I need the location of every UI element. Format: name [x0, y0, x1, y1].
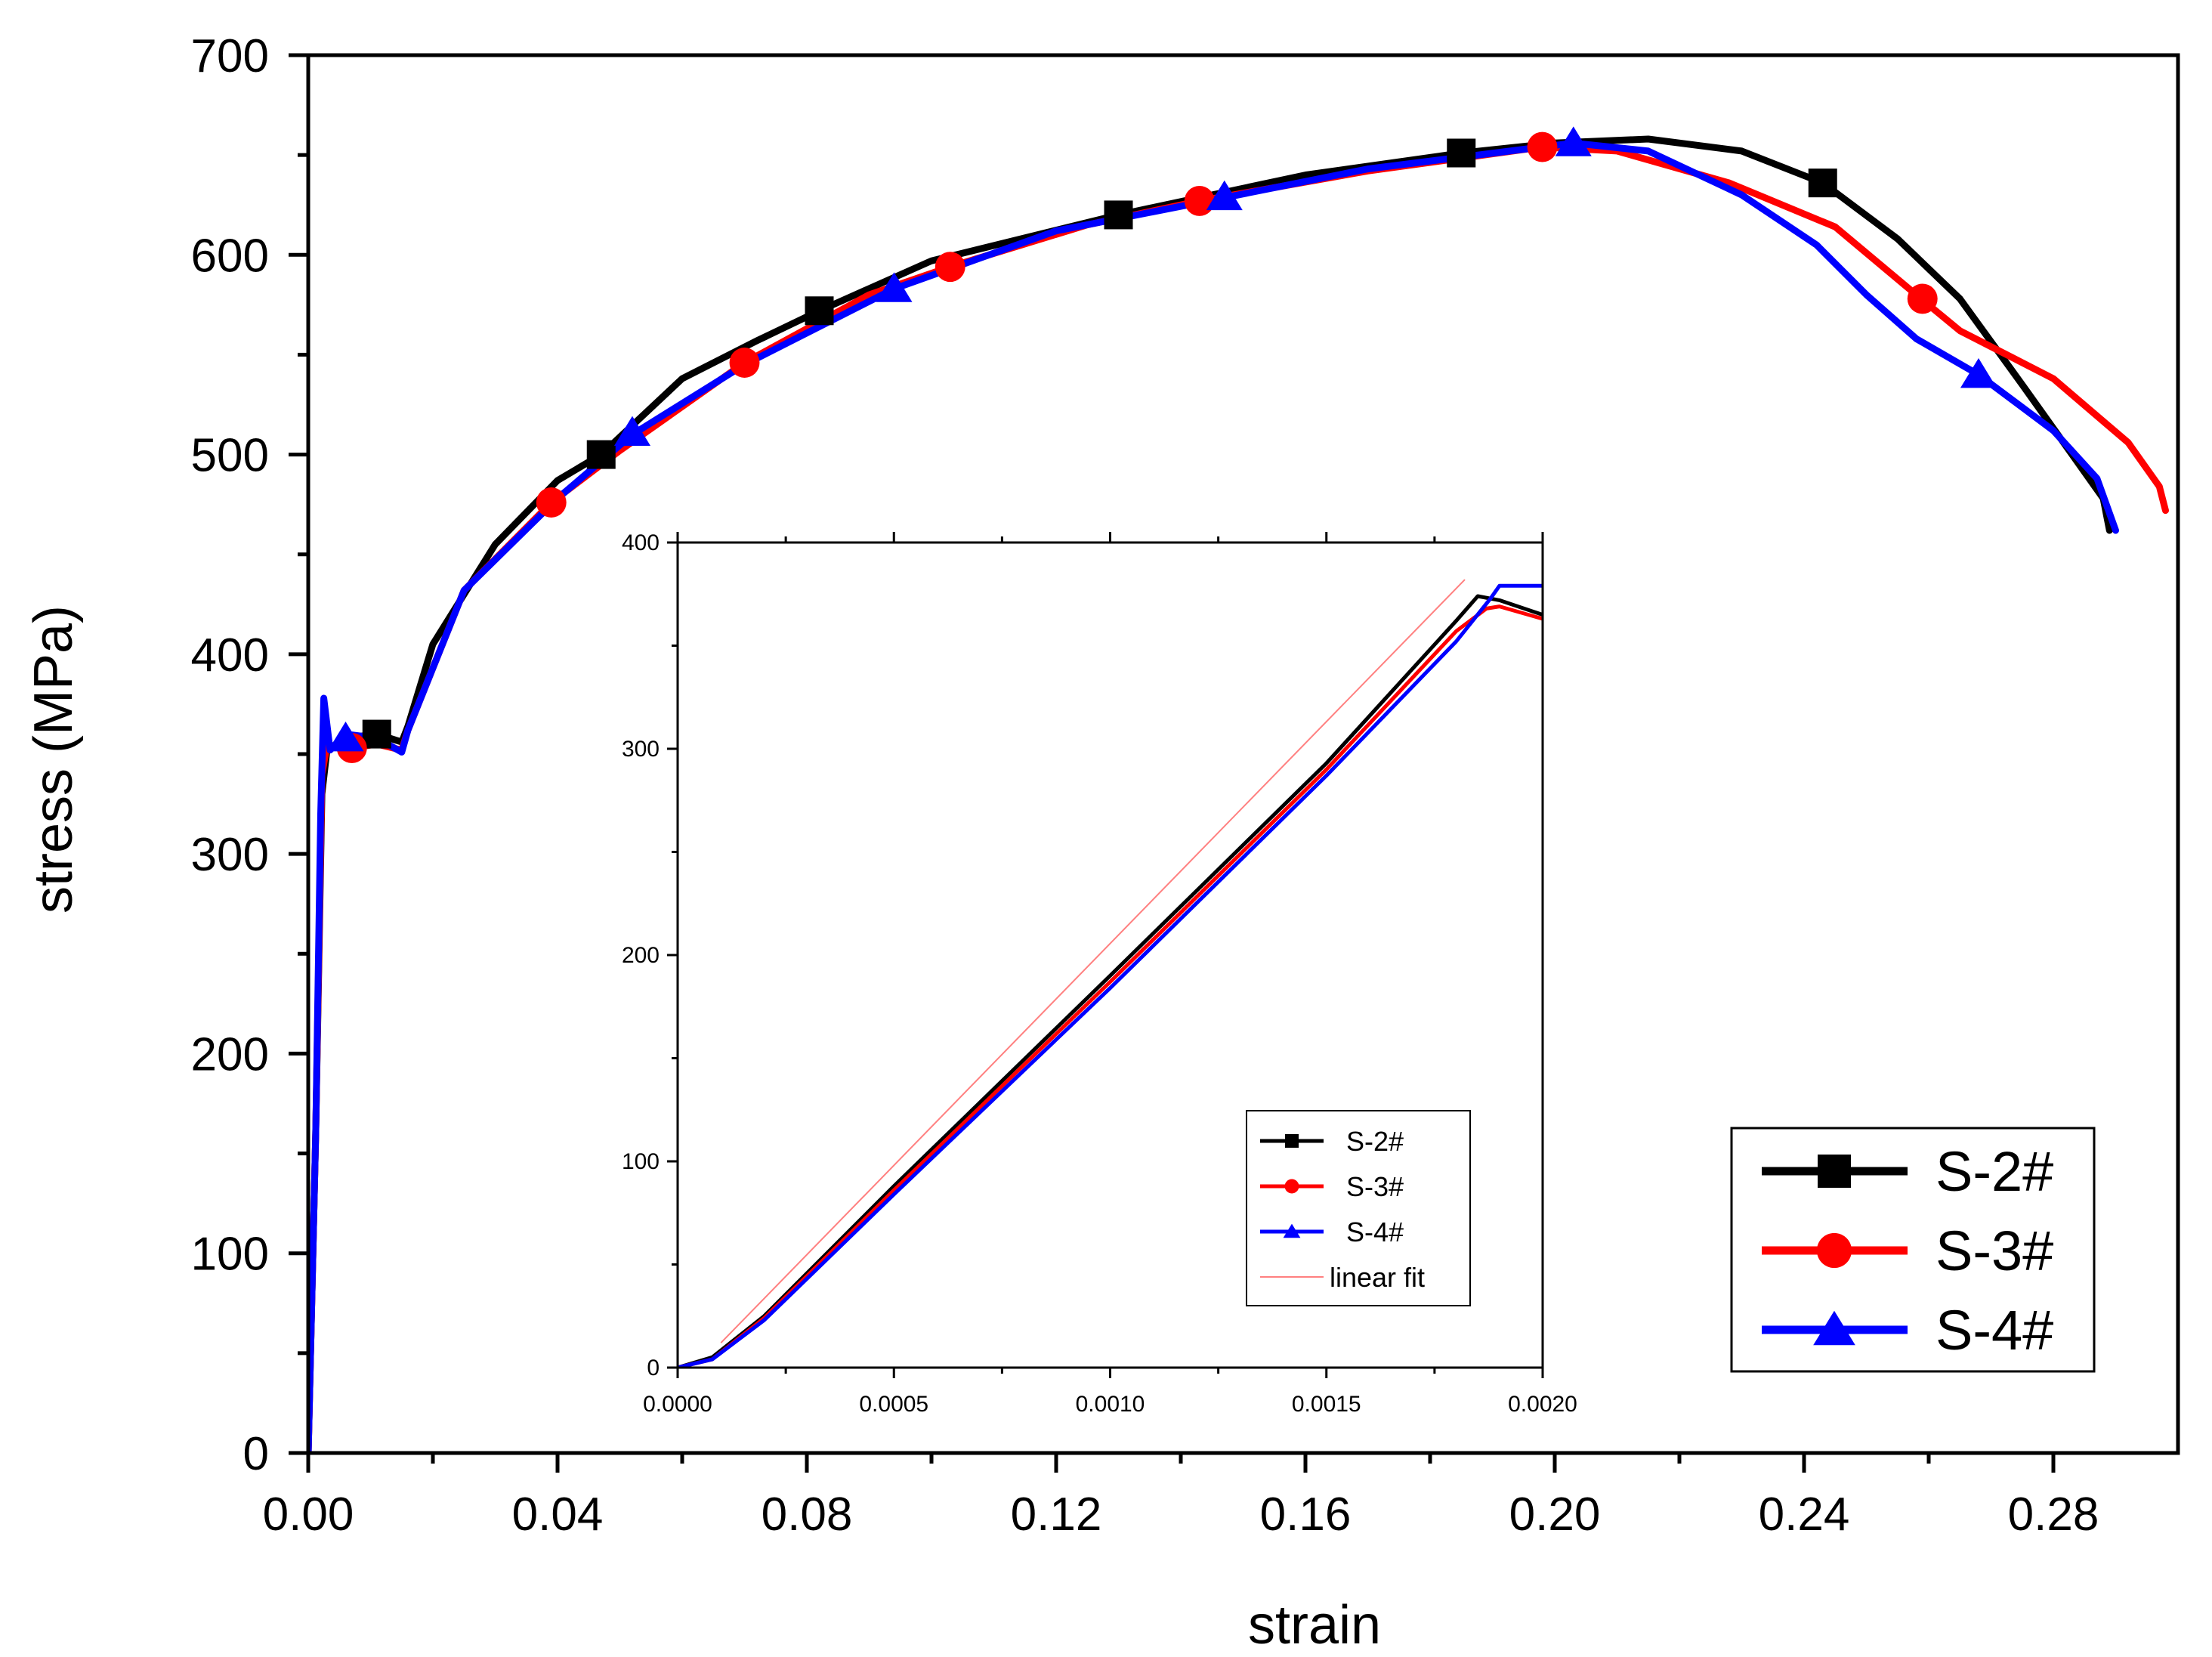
main-legend-label-S-4#: S-4#: [1936, 1299, 2053, 1362]
main-legend-label-S-3#: S-3#: [1936, 1220, 2053, 1282]
inset-y-tick-label: 300: [622, 737, 660, 762]
main-marker-S-4#-1: [613, 416, 651, 446]
main-x-tick-label: 0.04: [512, 1489, 604, 1541]
main-y-tick-label: 600: [191, 230, 269, 282]
inset-legend-label-S-4#: S-4#: [1346, 1216, 1404, 1247]
main-x-tick-label: 0.00: [263, 1489, 354, 1541]
main-y-tick-label: 300: [191, 829, 269, 881]
main-marker-S-2#-5: [1808, 168, 1837, 198]
main-marker-S-2#-2: [805, 296, 834, 326]
inset-legend-box: [1246, 1110, 1471, 1306]
main-y-tick-label: 500: [191, 430, 269, 482]
inset-legend-marker-S-3#: [1284, 1179, 1299, 1194]
inset-legend-label-linear fit: linear fit: [1330, 1262, 1425, 1293]
main-x-tick-label: 0.16: [1260, 1489, 1352, 1541]
main-marker-S-3#-3: [935, 252, 965, 283]
main-marker-S-3#-5: [1527, 131, 1558, 162]
main-x-axis: 0.00 0.04 0.08 0.12 0.16 0.20 0.24 0.28: [263, 1453, 2099, 1541]
main-legend-marker-S-3#: [1816, 1232, 1852, 1269]
main-marker-S-4#-2: [876, 272, 913, 302]
main-marker-S-4#-3: [1206, 180, 1243, 211]
main-marker-S-3#-2: [729, 348, 760, 378]
inset-y-axis: 0 100 200 300 400: [622, 530, 678, 1380]
inset-series-line-linear fit: [720, 579, 1466, 1343]
main-marker-S-2#-1: [586, 440, 616, 469]
main-x-tick-label: 0.28: [2008, 1489, 2099, 1541]
main-marker-S-4#-4: [1555, 126, 1592, 156]
main-marker-S-2#-4: [1447, 138, 1476, 168]
main-x-tick-label: 0.08: [762, 1489, 853, 1541]
inset-x-tick-label: 0.0005: [859, 1392, 928, 1417]
main-plot: 0.00 0.04 0.08 0.12 0.16 0.20 0.24 0.28 0 100 200…: [23, 30, 2180, 1655]
main-legend-label-S-2#: S-2#: [1936, 1140, 2053, 1203]
inset-x-tick-label: 0.0010: [1076, 1392, 1145, 1417]
inset-x-tick-label: 0.0015: [1292, 1392, 1361, 1417]
main-marker-S-3#-4: [1184, 185, 1215, 216]
y-axis-title: stress (MPa): [23, 605, 84, 914]
inset-legend: S-2# S-3# S-4# linear fit: [1246, 1110, 1471, 1306]
inset-x-axis: 0.0000 0.0005 0.0010 0.0015 0.0020: [643, 532, 1577, 1417]
x-axis-title: strain: [1248, 1595, 1381, 1655]
inset-legend-marker-S-2#: [1285, 1134, 1299, 1148]
inset-series-line-S-4#: [678, 583, 1543, 1368]
inset-y-tick-label: 400: [622, 530, 660, 555]
main-y-tick-label: 400: [191, 629, 269, 682]
main-x-tick-label: 0.20: [1509, 1489, 1601, 1541]
main-marker-S-4#-0: [327, 722, 364, 752]
main-legend: S-2# S-3# S-4#: [1730, 1127, 2096, 1373]
main-x-tick-label: 0.12: [1011, 1489, 1102, 1541]
inset-series-layer: [678, 579, 1543, 1368]
main-marker-S-2#-0: [362, 719, 391, 749]
main-legend-marker-S-2#: [1818, 1155, 1851, 1188]
main-marker-S-3#-6: [1907, 283, 1938, 314]
main-y-tick-label: 700: [191, 30, 269, 82]
main-y-tick-label: 200: [191, 1028, 269, 1080]
main-marker-S-3#-1: [536, 487, 567, 518]
inset-legend-marker-S-4#: [1283, 1223, 1301, 1238]
inset-y-tick-label: 100: [622, 1149, 660, 1174]
main-marker-S-2#-3: [1104, 200, 1133, 230]
main-marker-S-4#-5: [1960, 358, 1997, 388]
inset-x-tick-label: 0.0000: [643, 1392, 712, 1417]
main-series-layer: [308, 126, 2169, 1453]
inset-legend-label-S-2#: S-2#: [1346, 1126, 1404, 1157]
main-y-tick-label: 100: [191, 1229, 269, 1281]
main-legend-marker-S-4#: [1813, 1310, 1855, 1346]
inset-y-tick-label: 0: [647, 1356, 660, 1380]
main-y-axis: 0 100 200 300 400 500 600 700: [191, 30, 308, 1480]
inset-legend-label-S-3#: S-3#: [1346, 1171, 1404, 1202]
main-y-tick-label: 0: [243, 1428, 269, 1480]
inset-y-tick-label: 200: [622, 943, 660, 968]
inset-x-tick-label: 0.0020: [1508, 1392, 1577, 1417]
main-x-tick-label: 0.24: [1759, 1489, 1850, 1541]
